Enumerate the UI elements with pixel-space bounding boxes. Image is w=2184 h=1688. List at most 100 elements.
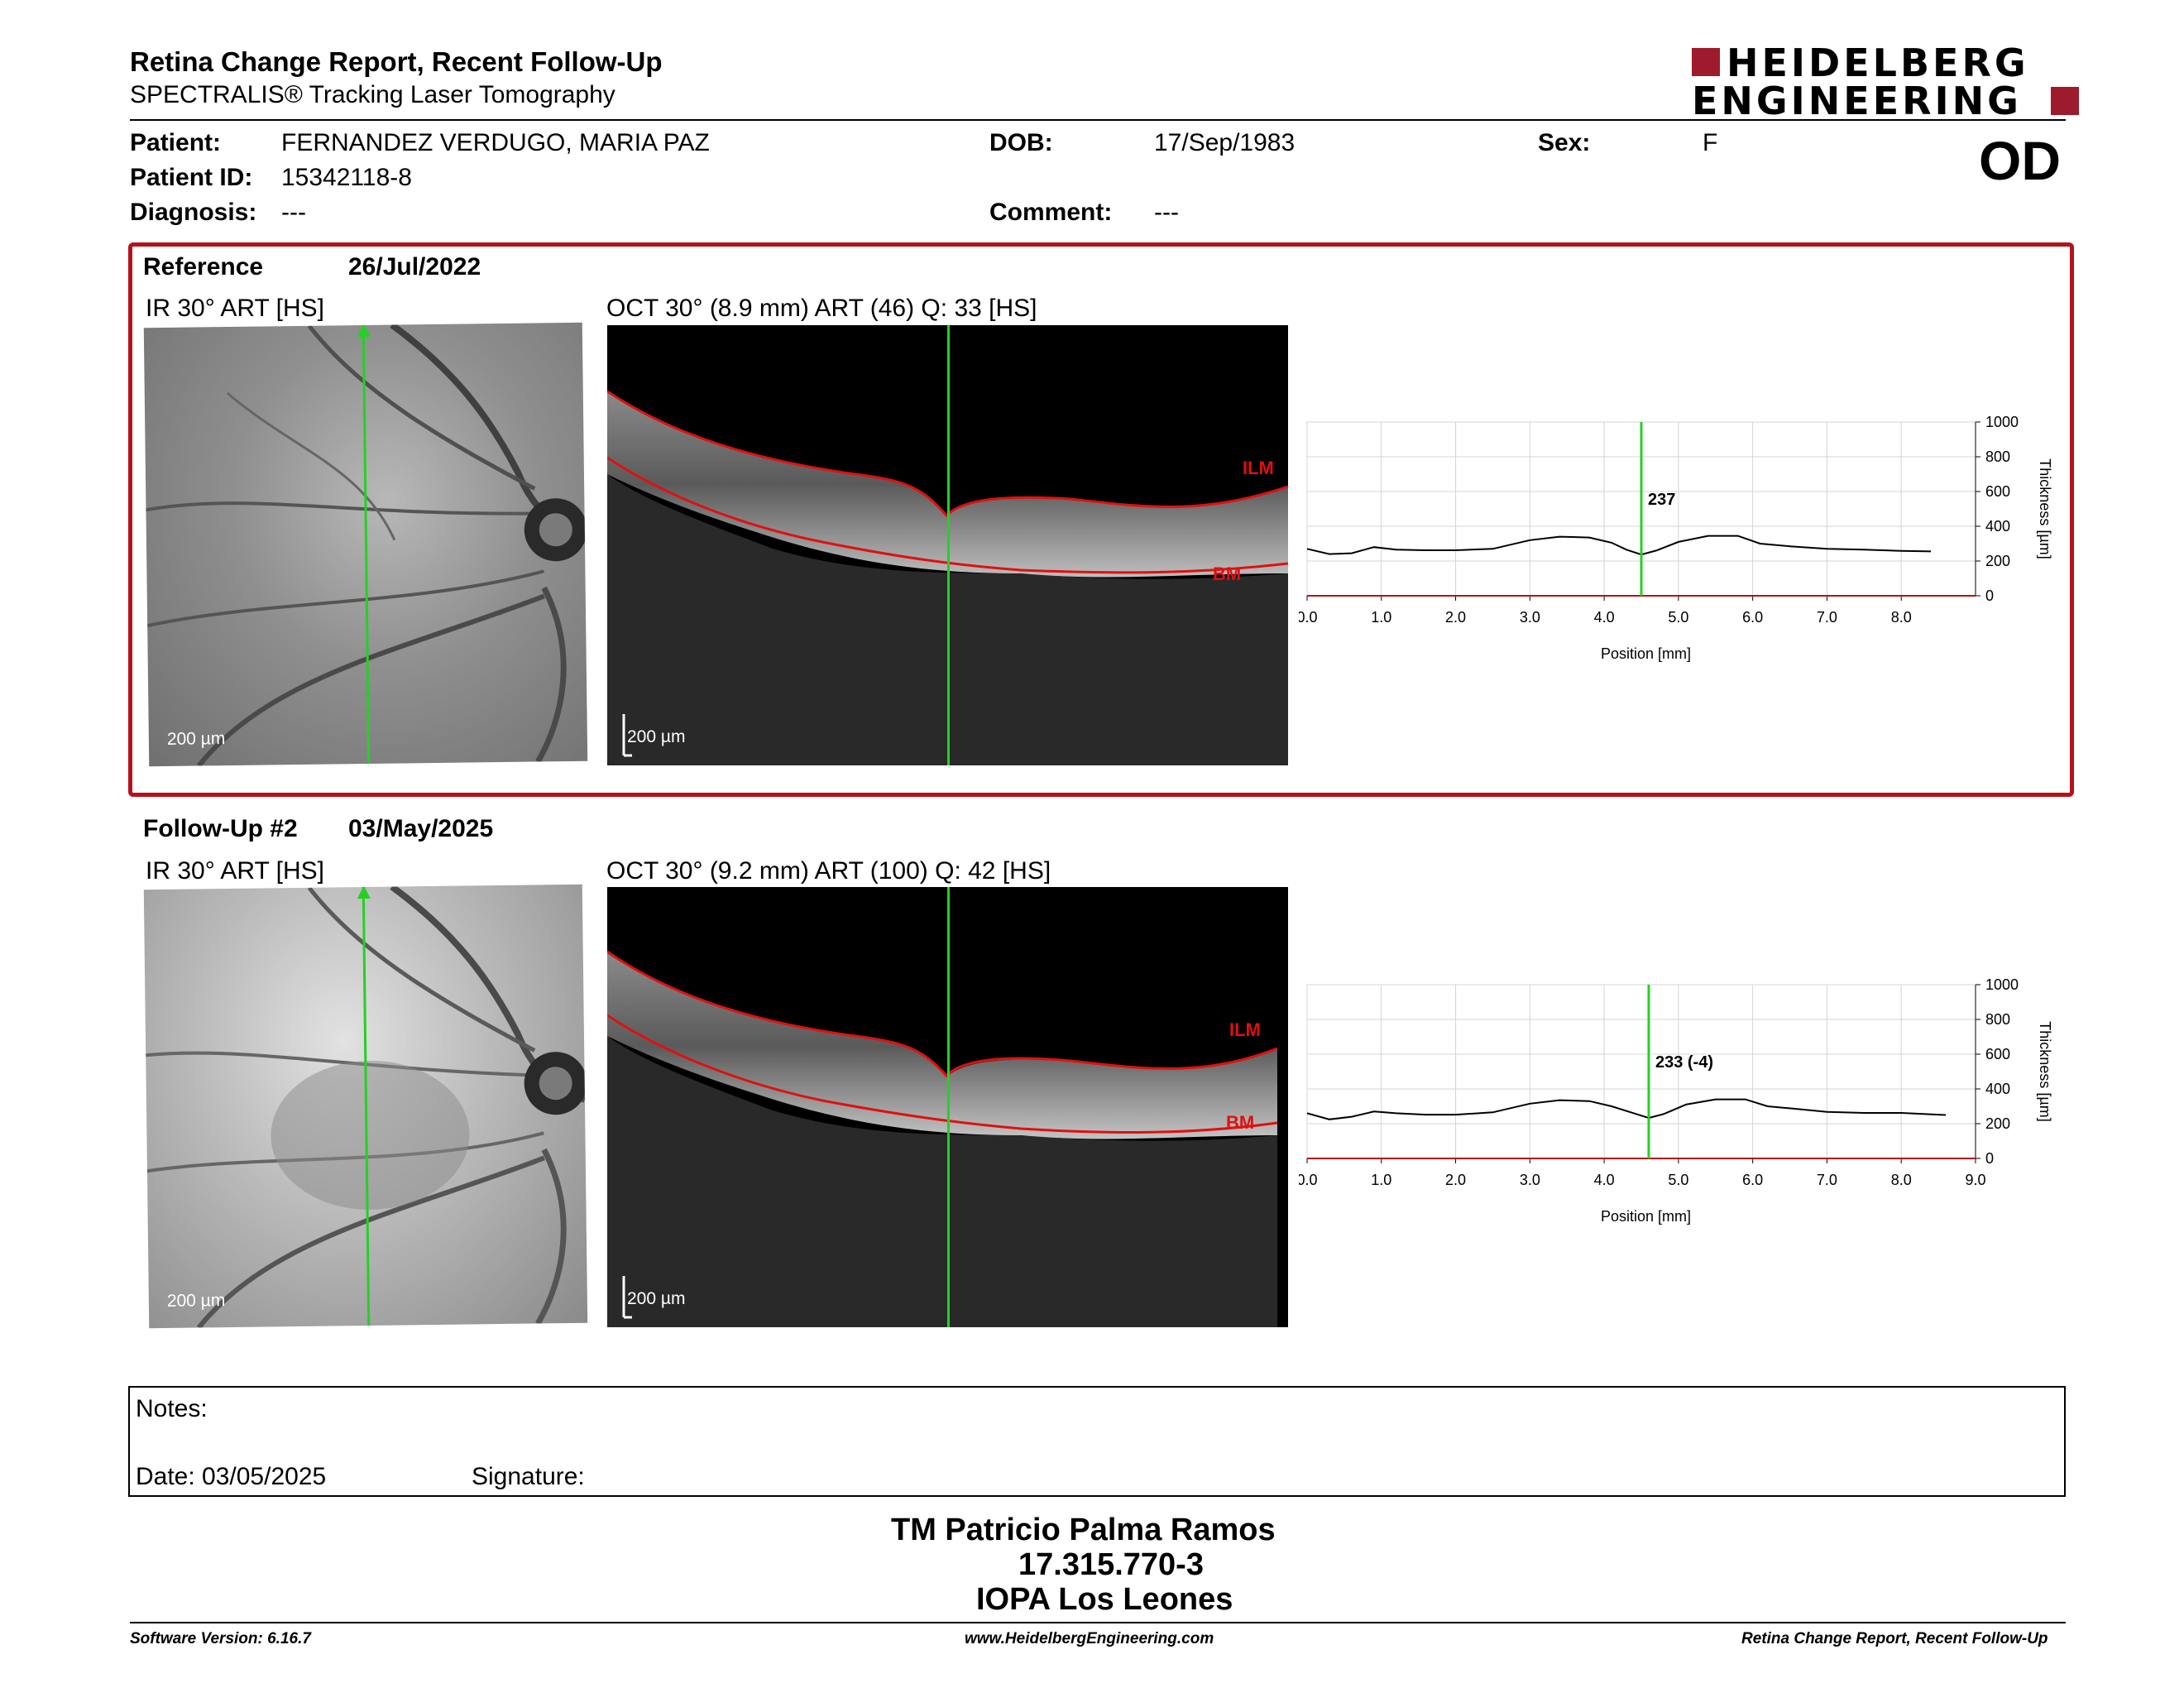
eye-indicator: OD (1979, 130, 2061, 191)
followup-bm-label: BM (1226, 1112, 1255, 1133)
followup-label: Follow-Up #2 (143, 815, 298, 842)
followup-chart-y-tick: 200 (1985, 1115, 2010, 1132)
reference-chart-x-tick: 5.0 (1668, 609, 1688, 626)
followup-date: 03/May/2025 (348, 815, 494, 842)
followup-chart-x-tick: 4.0 (1594, 1172, 1615, 1188)
followup-chart-x-tick: 8.0 (1891, 1172, 1912, 1188)
reference-ilm-label: ILM (1243, 458, 1274, 478)
diagnosis-value: --- (281, 199, 306, 226)
followup-ir-arrow-icon (357, 885, 371, 899)
sex-label: Sex: (1538, 129, 1591, 156)
followup-chart-y-tick: 600 (1985, 1046, 2010, 1062)
reference-chart-marker-label: 237 (1648, 491, 1675, 509)
report-subtitle: SPECTRALIS® Tracking Laser Tomography (130, 81, 615, 108)
reference-ir-title: IR 30° ART [HS] (146, 295, 324, 322)
footer-rule (130, 1622, 2066, 1623)
notes-box[interactable] (128, 1386, 2066, 1497)
reference-date: 26/Jul/2022 (348, 253, 481, 281)
reference-oct-image: ILM BM 200 µm (607, 325, 1288, 765)
followup-chart-x-tick: 0.0 (1299, 1172, 1318, 1188)
followup-ilm-label: ILM (1229, 1019, 1261, 1040)
report-title: Retina Change Report, Recent Follow-Up (130, 46, 663, 77)
heidelberg-logo: HEIDELBERG ENGINEERING (1692, 41, 2081, 123)
reference-chart-x-tick: 7.0 (1817, 609, 1837, 626)
followup-chart-y-tick: 800 (1985, 1011, 2010, 1028)
signatory-org: IOPA Los Leones (976, 1582, 1233, 1617)
reference-chart-x-tick: 4.0 (1594, 609, 1615, 626)
patient-id-value: 15342118-8 (281, 164, 412, 191)
reference-chart-y-axis-label: Thickness [µm] (2037, 458, 2053, 559)
reference-bm-label: BM (1213, 563, 1242, 584)
reference-ir-vessels (146, 322, 587, 767)
patient-name: FERNANDEZ VERDUGO, MARIA PAZ (281, 129, 710, 156)
reference-label: Reference (143, 253, 264, 281)
followup-oct-scan-line (947, 887, 950, 1327)
reference-section-frame (128, 242, 2074, 797)
reference-ir-image: 200 µm (143, 322, 588, 767)
followup-chart-y-tick: 400 (1985, 1081, 2010, 1097)
followup-chart-x-axis-label: Position [mm] (1601, 1208, 1691, 1225)
signatory-id: 17.315.770-3 (1018, 1547, 1204, 1582)
reference-chart-y-tick: 800 (1985, 448, 2010, 465)
reference-chart-y-tick: 200 (1985, 553, 2010, 569)
reference-chart-y-tick: 1000 (1985, 414, 2019, 430)
reference-chart-x-axis-label: Position [mm] (1601, 645, 1691, 662)
followup-chart-x-tick: 9.0 (1965, 1172, 1985, 1188)
logo-line-2: ENGINEERING (1692, 79, 2022, 123)
dob-label: DOB: (989, 129, 1053, 156)
followup-oct-layers (607, 950, 1278, 1327)
diagnosis-label: Diagnosis: (130, 199, 257, 226)
followup-thickness-chart: 0.0 1.0 2.0 3.0 4.0 5.0 6.0 7.0 8.0 9.00 200 400 600… (1299, 976, 2053, 1225)
reference-oct-scan-line (947, 325, 950, 765)
followup-ir-scale: 200 µm (166, 1291, 226, 1311)
followup-chart-marker-label: 233 (-4) (1655, 1053, 1713, 1072)
followup-chart-y-tick: 1000 (1985, 976, 2019, 993)
followup-chart-x-tick: 1.0 (1371, 1172, 1391, 1188)
software-version: Software Version: 6.16.7 (130, 1630, 311, 1647)
reference-oct-title: OCT 30° (8.9 mm) ART (46) Q: 33 [HS] (606, 295, 1037, 322)
followup-chart-thickness-line (1306, 1098, 1947, 1120)
signatory-name: TM Patricio Palma Ramos (891, 1513, 1276, 1547)
reference-chart-x-tick: 1.0 (1371, 609, 1391, 626)
reference-oct-scale: 200 µm (627, 727, 686, 746)
logo-line-1: HEIDELBERG (1727, 41, 2029, 85)
comment-value: --- (1154, 199, 1179, 226)
reference-chart-y-tick: 0 (1985, 587, 1994, 604)
reference-chart-y-tick: 600 (1985, 483, 2010, 500)
reference-ir-arrow-icon (357, 323, 371, 338)
followup-chart-x-tick: 7.0 (1817, 1172, 1837, 1188)
reference-chart-x-tick: 0.0 (1299, 609, 1318, 626)
followup-ir-title: IR 30° ART [HS] (146, 857, 324, 885)
followup-ir-image: 200 µm (143, 884, 588, 1329)
patient-label: Patient: (130, 129, 222, 156)
followup-chart-y-axis-label: Thickness [µm] (2037, 1021, 2053, 1121)
website-link[interactable]: www.HeidelbergEngineering.com (965, 1630, 1214, 1647)
dob-value: 17/Sep/1983 (1154, 129, 1296, 156)
reference-chart-x-tick: 8.0 (1891, 609, 1912, 626)
header-rule (130, 119, 2066, 121)
followup-chart-plot-frame (1306, 984, 1976, 1159)
followup-chart-x-tick: 5.0 (1668, 1172, 1688, 1188)
followup-oct-scale: 200 µm (627, 1289, 686, 1308)
reference-chart-y-tick: 400 (1985, 518, 2010, 535)
notes-date: Date: 03/05/2025 (136, 1463, 327, 1490)
followup-chart-x-tick: 6.0 (1742, 1172, 1763, 1188)
followup-oct-title: OCT 30° (9.2 mm) ART (100) Q: 42 [HS] (606, 857, 1051, 885)
sex-value: F (1703, 129, 1718, 156)
reference-chart-x-tick: 2.0 (1445, 609, 1466, 626)
followup-chart-x-tick: 2.0 (1445, 1172, 1466, 1188)
footer-report-name: Retina Change Report, Recent Follow-Up (1741, 1630, 2048, 1647)
reference-thickness-chart: 0.0 1.0 2.0 3.0 4.0 5.0 6.0 7.0 8.0 0 200 400 600 800… (1299, 414, 2053, 662)
followup-oct-image: ILM BM 200 µm (607, 887, 1288, 1327)
signature-label: Signature: (472, 1463, 585, 1490)
followup-chart-y-tick: 0 (1985, 1150, 1994, 1167)
reference-ir-scale: 200 µm (166, 729, 226, 749)
logo-square-bottom (2051, 87, 2079, 115)
followup-chart-x-tick: 3.0 (1520, 1172, 1540, 1188)
followup-ir-vessels (146, 884, 587, 1329)
reference-chart-thickness-line (1306, 535, 1932, 556)
notes-label: Notes: (136, 1395, 208, 1422)
logo-square-top (1692, 48, 1720, 76)
reference-chart-x-tick: 3.0 (1520, 609, 1540, 626)
patient-id-label: Patient ID: (130, 164, 253, 191)
